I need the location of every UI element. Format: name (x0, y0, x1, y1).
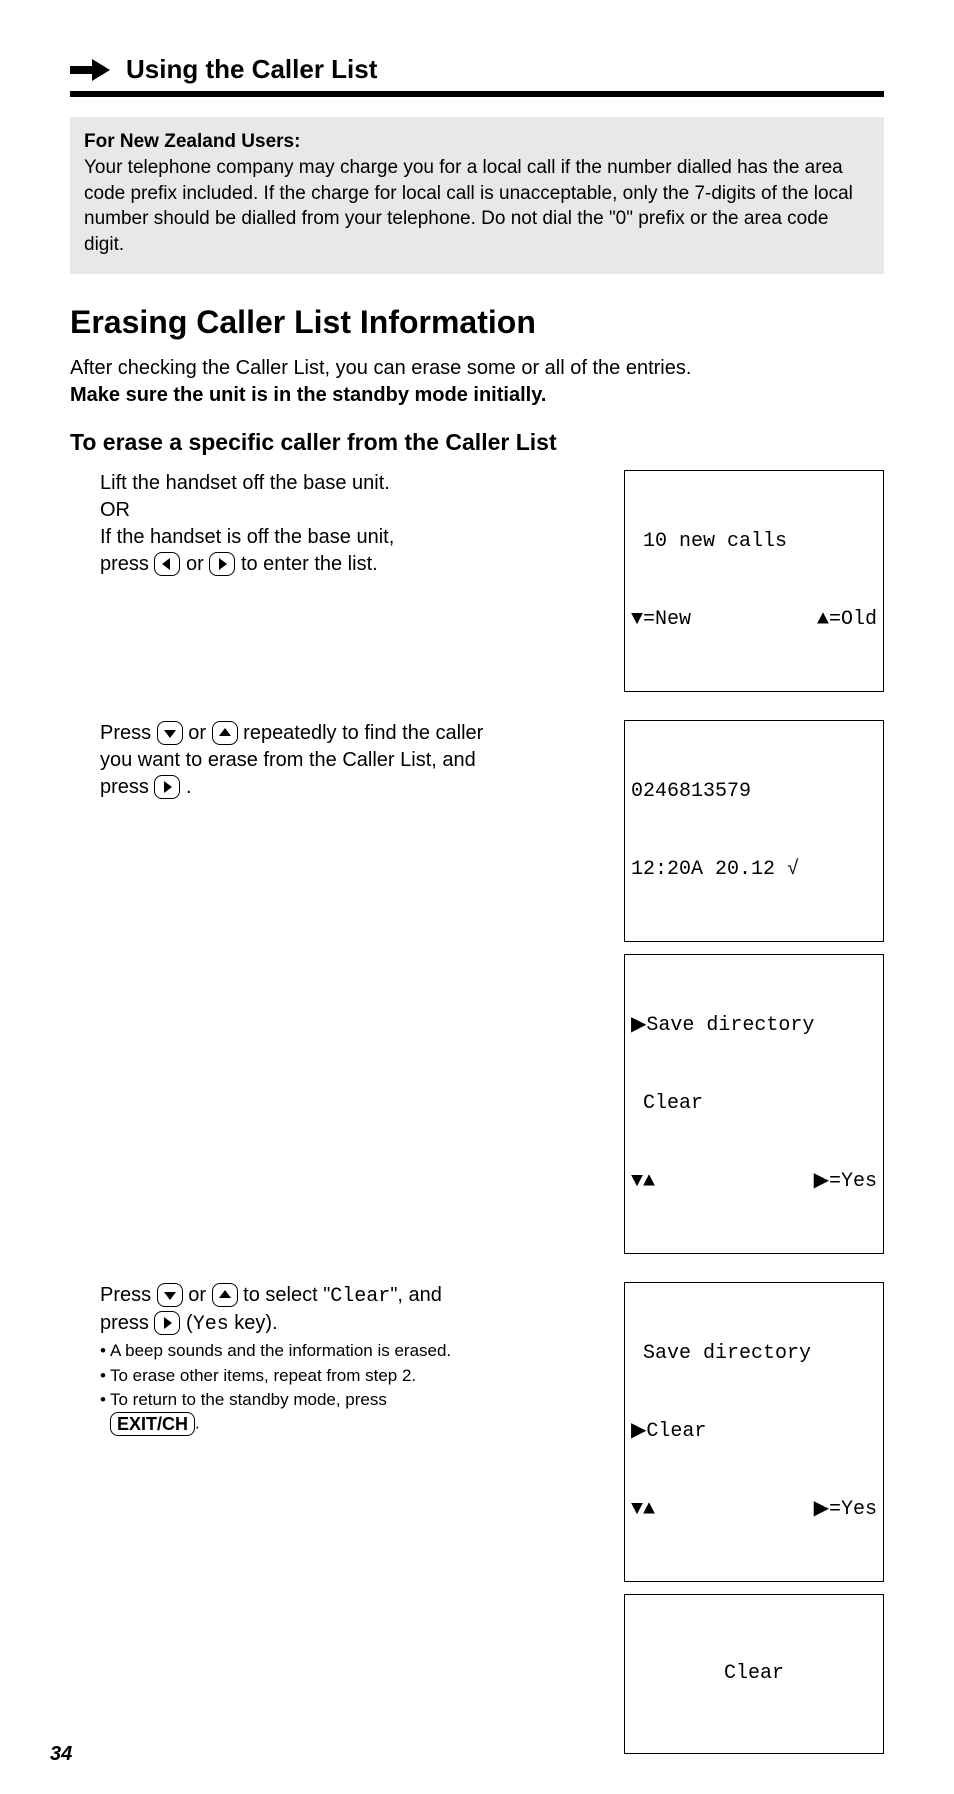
lcd-screen-2b: ▶Save directory Clear ▼▲ ▶=Yes (624, 954, 884, 1254)
lcd1-right: ▲=Old (817, 607, 877, 633)
lcd1-line1: 10 new calls (631, 529, 877, 555)
step3-clear: Clear (330, 1285, 390, 1308)
step3-line1c: to select " (243, 1284, 330, 1306)
step-2-text: Press or repeatedly to find the caller y… (70, 720, 594, 801)
page-number: 34 (50, 1743, 72, 1766)
step-3: Press or to select "Clear", and press (Y… (70, 1282, 884, 1754)
lcd2b-right: ▶=Yes (814, 1169, 877, 1195)
lcd-screen-1: 10 new calls ▼=New ▲=Old (624, 470, 884, 692)
header-rule (70, 91, 884, 97)
step2-line3a: press (100, 776, 154, 798)
intro-text: After checking the Caller List, you can … (70, 355, 884, 409)
note-box: For New Zealand Users: Your telephone co… (70, 117, 884, 274)
step3-bullet1: •A beep sounds and the information is er… (100, 1340, 594, 1363)
step3-bullet3a: To return to the standby mode, press (110, 1390, 387, 1409)
step3-line2a: press (100, 1312, 154, 1334)
right-key-icon (154, 1311, 180, 1335)
intro-line2: Make sure the unit is in the standby mod… (70, 384, 546, 406)
up-key-icon (212, 1283, 238, 1307)
step1-line3: If the handset is off the base unit, (100, 526, 394, 548)
step1-line1: Lift the handset off the base unit. (100, 472, 390, 494)
step3-line1b: or (188, 1284, 211, 1306)
lcd1-left: ▼=New (631, 607, 691, 633)
steps-container: Lift the handset off the base unit. OR I… (70, 470, 884, 1754)
right-key-icon (209, 552, 235, 576)
lcd3a-line1: Save directory (631, 1341, 877, 1367)
lcd3a-left: ▼▲ (631, 1497, 655, 1523)
lcd2b-line2: Clear (631, 1091, 877, 1117)
step-2-lcd-col: 0246813579 12:20A 20.12 √ ▶Save director… (624, 720, 884, 1254)
up-key-icon (212, 721, 238, 745)
step-1-text: Lift the handset off the base unit. OR I… (70, 470, 594, 578)
step3-line1d: ", and (390, 1284, 442, 1306)
section-title: Using the Caller List (126, 54, 377, 85)
left-key-icon (154, 552, 180, 576)
exit-ch-key: EXIT/CH (110, 1412, 195, 1436)
step2-line2: you want to erase from the Caller List, … (100, 749, 476, 771)
note-title: For New Zealand Users: (84, 131, 870, 153)
step-2: Press or repeatedly to find the caller y… (70, 720, 884, 1254)
step3-line2c: key). (229, 1312, 278, 1334)
step-1-lcd-col: 10 new calls ▼=New ▲=Old (624, 470, 884, 692)
lcd2a-line1: 0246813579 (631, 779, 877, 805)
lcd3b-center: Clear (631, 1661, 877, 1687)
step3-line1a: Press (100, 1284, 157, 1306)
lcd2a-line2: 12:20A 20.12 √ (631, 857, 877, 883)
down-key-icon (157, 1283, 183, 1307)
step-3-text: Press or to select "Clear", and press (Y… (70, 1282, 594, 1437)
step1-line4a: press (100, 553, 154, 575)
section-header: Using the Caller List (70, 54, 884, 85)
step3-bullet3: • To return to the standby mode, press E… (100, 1389, 594, 1436)
step2-line1a: Press (100, 722, 157, 744)
step-3-lcd-col: Save directory ▶Clear ▼▲ ▶=Yes Clear (624, 1282, 884, 1754)
right-key-icon (154, 775, 180, 799)
sub-heading: To erase a specific caller from the Call… (70, 429, 884, 456)
lcd2b-left: ▼▲ (631, 1169, 655, 1195)
step3-bullet2: •To erase other items, repeat from step … (100, 1365, 594, 1388)
step3-bullet3b: . (195, 1414, 200, 1433)
arrow-right-icon (70, 59, 110, 81)
lcd-screen-3b: Clear (624, 1594, 884, 1754)
step2-line3b: . (186, 776, 192, 798)
step3-line2b: ( (186, 1312, 193, 1334)
note-body: Your telephone company may charge you fo… (84, 155, 870, 258)
down-key-icon (157, 721, 183, 745)
step2-line1b: or (188, 722, 211, 744)
intro-line1: After checking the Caller List, you can … (70, 357, 691, 379)
step1-line4c: to enter the list. (241, 553, 378, 575)
step1-line4b: or (186, 553, 209, 575)
lcd-screen-3a: Save directory ▶Clear ▼▲ ▶=Yes (624, 1282, 884, 1582)
step-1: Lift the handset off the base unit. OR I… (70, 470, 884, 692)
lcd2b-line1: ▶Save directory (631, 1013, 877, 1039)
step3-yes: Yes (193, 1313, 229, 1336)
step1-line2: OR (100, 499, 130, 521)
lcd3a-right: ▶=Yes (814, 1497, 877, 1523)
lcd3a-line2: ▶Clear (631, 1419, 877, 1445)
step2-line1c: repeatedly to find the caller (243, 722, 483, 744)
lcd-screen-2a: 0246813579 12:20A 20.12 √ (624, 720, 884, 942)
page-heading: Erasing Caller List Information (70, 304, 884, 341)
